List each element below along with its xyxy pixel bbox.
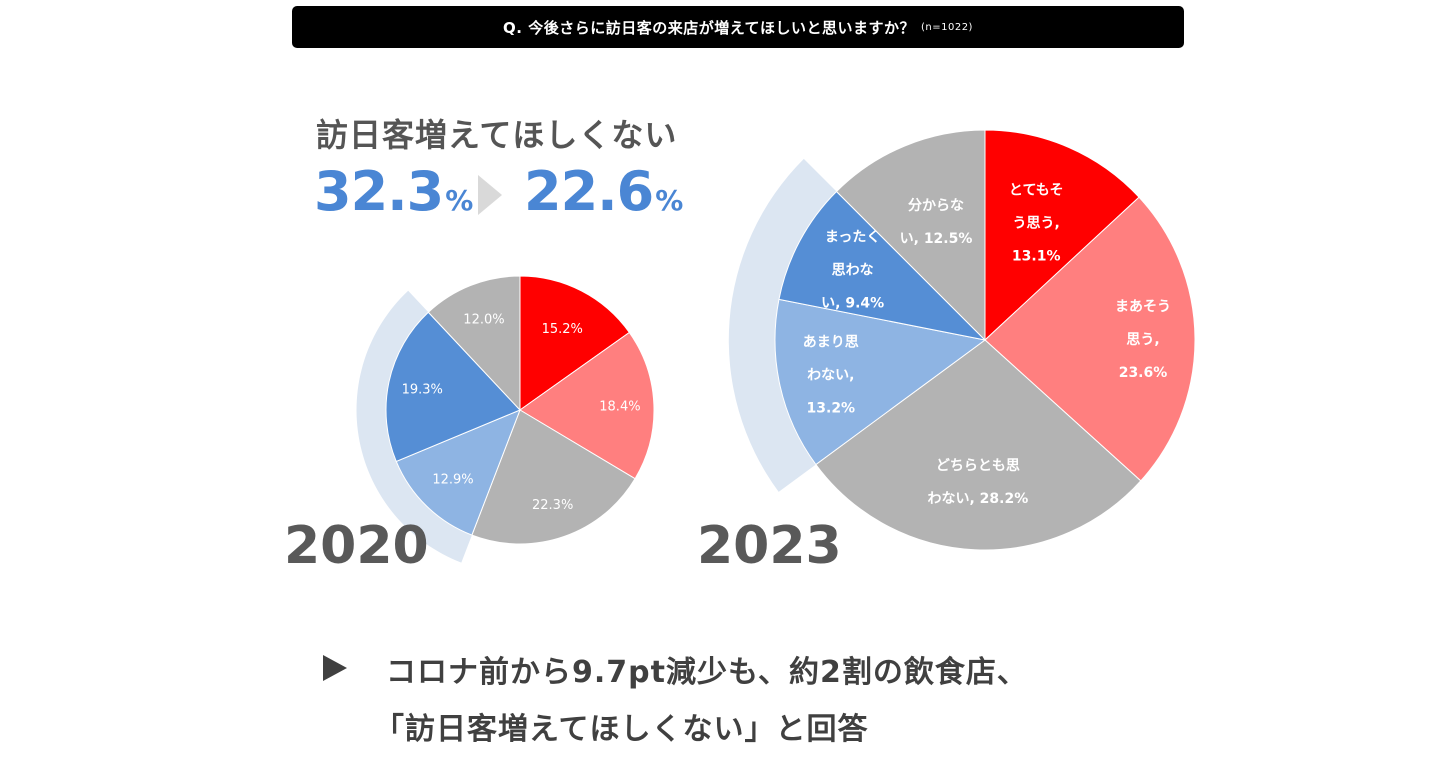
chart-title-2023: 2023 [697, 516, 842, 576]
pie-2020-label-4: 12.9% [432, 472, 473, 487]
pie-2023-label-3: どちらとも思わない, 28.2% [927, 458, 1028, 507]
highlight-label: 訪日客増えてほしくない [316, 116, 678, 154]
highlight-to-value: 22.6% [524, 160, 683, 223]
pie-2020-slice-4 [395, 409, 521, 536]
pie-2023-label-4: あまり思わない, 13.2% [803, 334, 859, 416]
note-line-1: コロナ前から9.7pt減少も、約2割の飲食店、 [320, 647, 1028, 691]
question-text: Q. 今後さらに訪日客の来店が増えてほしいと思いますか？ [503, 18, 915, 37]
pie-2023-slice-1 [984, 129, 1140, 342]
pie-2020-label-3: 22.3% [532, 498, 573, 513]
pie-2020-label-1: 15.2% [542, 322, 583, 337]
chart-title-2020: 2020 [284, 516, 429, 576]
sample-size: (n=1022) [920, 21, 973, 33]
pie-2020-slice-2 [519, 331, 655, 480]
pie-2023-label-5: まったく思わない, 9.4% [821, 229, 884, 311]
pie-2023-highlight-halo [728, 158, 837, 492]
from-unit: % [445, 184, 473, 217]
pie-2020-slice-3 [471, 409, 636, 545]
note-line-2: 「訪日客増えてほしくない」と回答 [374, 712, 869, 747]
pie-2020-highlight-halo [356, 290, 472, 563]
bullet-triangle-icon [323, 655, 347, 681]
note-line-1-text: コロナ前から9.7pt減少も、約2割の飲食店、 [386, 655, 1028, 690]
pie-2020-slice-5 [385, 311, 521, 463]
pie-2023-slice-5 [778, 190, 987, 341]
pie-chart-2023: とてもそう思う, 13.1% まあそう思う, 23.6% どちらとも思わない, 28.2… [728, 129, 1196, 551]
pie-2023-slice-3 [815, 339, 1142, 551]
pie-2020-slice-1 [519, 275, 631, 411]
to-unit: % [655, 184, 683, 217]
pie-2023-slice-6 [835, 129, 986, 342]
arrow-right-icon [478, 175, 502, 215]
highlight-from-value: 32.3% [314, 160, 473, 223]
pie-2020-label-2: 18.4% [599, 400, 640, 415]
pie-2023-label-1: とてもそう思う, 13.1% [1009, 183, 1064, 265]
pie-2023-label-2: まあそう思う, 23.6% [1115, 299, 1171, 381]
pie-2023-slice-2 [984, 196, 1196, 482]
pie-2023-slice-4 [774, 298, 987, 466]
pie-2020-slice-6 [427, 275, 521, 412]
pie-chart-2020: 15.2% 18.4% 22.3% 12.9% 19.3% 12.0% [356, 275, 655, 563]
to-number: 22.6 [524, 160, 654, 223]
pie-2023-label-6: 分からない, 12.5% [900, 198, 973, 247]
question-banner: Q. 今後さらに訪日客の来店が増えてほしいと思いますか？ (n=1022) [292, 6, 1184, 48]
from-number: 32.3 [314, 160, 444, 223]
pie-2020-label-6: 12.0% [463, 312, 504, 327]
pie-2020-label-5: 19.3% [402, 383, 443, 398]
